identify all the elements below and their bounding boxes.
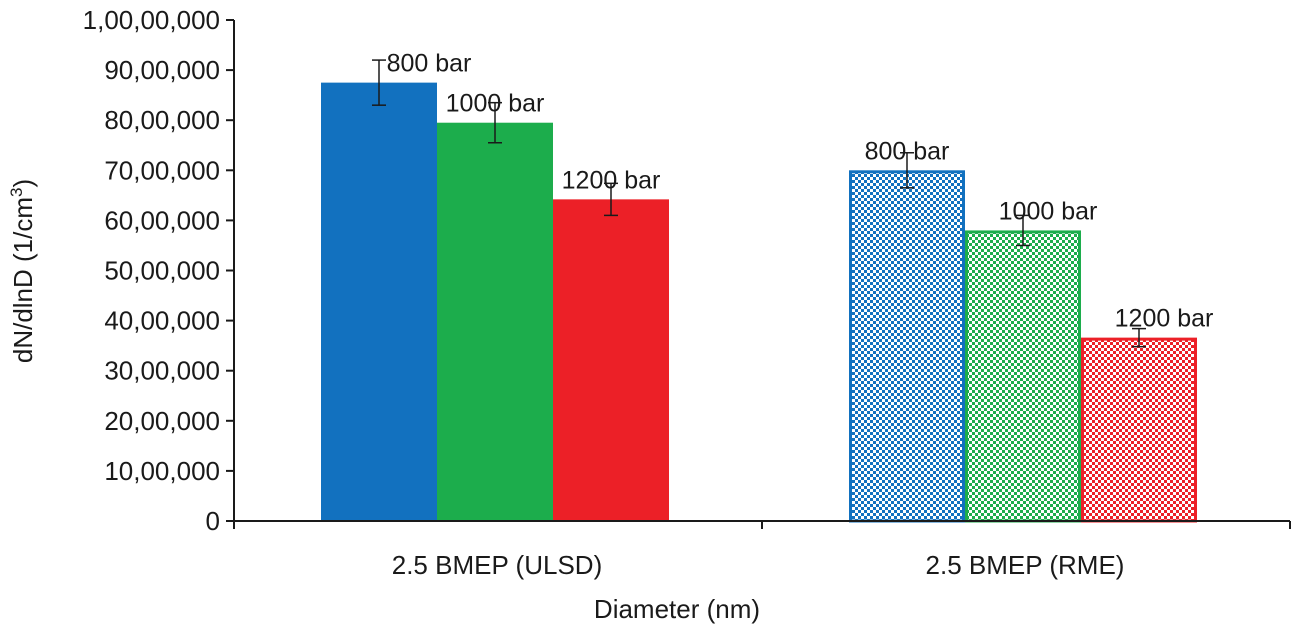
y-tick-label: 50,00,000 bbox=[104, 256, 220, 286]
bar bbox=[849, 170, 965, 523]
bar-labels: 800 bar 1000 bar 1200 bar 800 bar 1000 bar 12… bbox=[387, 50, 1214, 333]
bar-data-label: 1000 bar bbox=[446, 90, 545, 118]
y-tick-label: 0 bbox=[206, 506, 220, 536]
error-bar bbox=[1016, 214, 1030, 247]
bars bbox=[321, 82, 1197, 523]
error-bar bbox=[604, 182, 618, 217]
bar bbox=[321, 82, 437, 521]
error-bar bbox=[372, 59, 386, 106]
bar bbox=[1081, 337, 1197, 523]
x-axis-category-labels: 2.5 BMEP (ULSD) 2.5 BMEP (RME) bbox=[392, 550, 1125, 580]
bar bbox=[553, 199, 669, 521]
bar bbox=[965, 230, 1081, 523]
y-tick-label: 1,00,00,000 bbox=[83, 5, 220, 35]
y-tick-label: 30,00,000 bbox=[104, 356, 220, 386]
y-axis-title-end: ) bbox=[8, 179, 38, 188]
x-axis-title: Diameter (nm) bbox=[594, 594, 760, 624]
error-bar bbox=[1132, 327, 1146, 348]
x-category-label: 2.5 BMEP (RME) bbox=[926, 550, 1125, 580]
y-axis-title-superscript: 3 bbox=[7, 188, 26, 197]
bar-data-label: 800 bar bbox=[387, 50, 472, 78]
y-axis-ticks: 0 10,00,000 20,00,000 30,00,000 40,00,000 50,… bbox=[83, 5, 234, 536]
y-tick-label: 20,00,000 bbox=[104, 406, 220, 436]
bar-data-label: 800 bar bbox=[865, 137, 950, 165]
y-tick-label: 10,00,000 bbox=[104, 456, 220, 486]
y-tick-label: 40,00,000 bbox=[104, 306, 220, 336]
y-axis-title-main: dN/dlnD (1/cm bbox=[8, 197, 38, 363]
bar-data-label: 1200 bar bbox=[1115, 305, 1214, 333]
bar-data-label: 1000 bar bbox=[999, 197, 1098, 225]
y-axis-title: dN/dlnD (1/cm3) bbox=[7, 179, 38, 363]
bar-data-label: 1200 bar bbox=[562, 166, 661, 194]
error-bar bbox=[900, 152, 914, 189]
x-category-label: 2.5 BMEP (ULSD) bbox=[392, 550, 602, 580]
error-bar bbox=[488, 101, 502, 144]
x-axis-ticks bbox=[233, 521, 1291, 529]
bar bbox=[437, 122, 553, 521]
y-tick-label: 70,00,000 bbox=[104, 155, 220, 185]
y-tick-label: 90,00,000 bbox=[104, 55, 220, 85]
y-tick-label: 80,00,000 bbox=[104, 105, 220, 135]
error-bars bbox=[372, 59, 1146, 348]
y-tick-label: 60,00,000 bbox=[104, 205, 220, 235]
